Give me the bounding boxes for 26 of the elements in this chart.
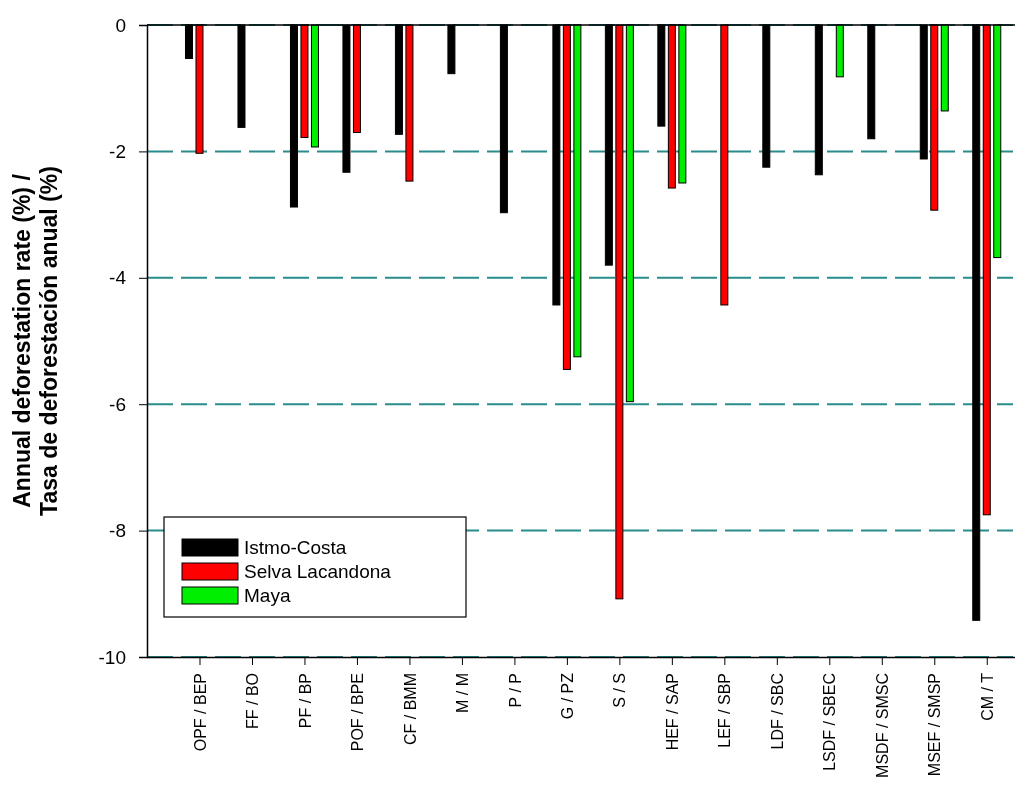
x-tick-label: LEF / SBP [716, 673, 734, 748]
x-tick-label: MSDF / SMSC [873, 673, 891, 778]
x-tick-label: M / M [454, 673, 472, 713]
x-tick-label: P / P [506, 673, 524, 708]
x-tick-label: G / PZ [558, 672, 576, 720]
legend-label: Istmo-Costa [244, 537, 347, 558]
legend-label: Maya [244, 585, 291, 606]
x-tick-label: MSEF / SMSP [926, 673, 944, 777]
x-tick-label: CM / T [978, 672, 996, 721]
y-tick-label: 0 [115, 14, 126, 36]
y-tick-label: -2 [109, 140, 126, 162]
y-tick-label: -6 [109, 393, 126, 415]
y-tick-label: -10 [98, 646, 126, 668]
x-tick-label: S / S [611, 673, 629, 708]
x-tick-label: LDF / SBC [768, 673, 786, 750]
y-axis-title: Annual deforestation rate (%) / Tasa de deforestación anual (%) [9, 166, 62, 516]
x-tick-label: POF / BPE [349, 673, 367, 752]
x-tick-label: CF / BMM [401, 673, 419, 745]
x-tick-label: FF / BO [244, 673, 262, 729]
legend-label: Selva Lacandona [244, 561, 392, 582]
y-tick-label: -8 [109, 520, 126, 542]
y-tick-label: -4 [109, 267, 127, 289]
x-tick-label: OPF / BEP [191, 673, 209, 752]
x-tick-label: HEF / SAP [663, 673, 681, 751]
x-tick-label: LSDF / SBEC [821, 673, 839, 771]
x-tick-label: PF / BP [296, 673, 314, 729]
